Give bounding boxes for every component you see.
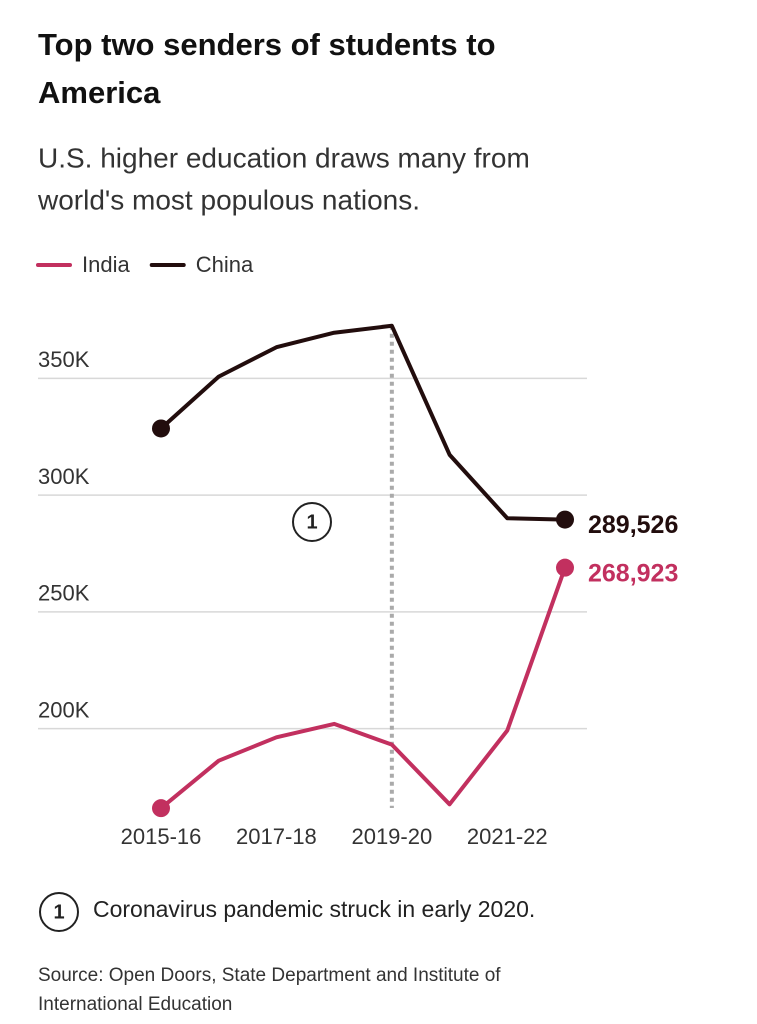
series-line xyxy=(159,567,567,810)
end-point xyxy=(556,510,574,529)
x-tick-label: 2017-18 xyxy=(236,824,317,849)
x-tick-label: 2021-22 xyxy=(467,824,548,849)
x-tick-label: 2015-16 xyxy=(121,824,202,849)
source: International Education xyxy=(38,994,232,1015)
legend-label: China xyxy=(196,252,254,277)
y-tick-label: 350K xyxy=(38,347,90,372)
note-text: Coronavirus pandemic struck in early 202… xyxy=(93,896,535,922)
end-point xyxy=(152,799,170,818)
y-tick-label: 200K xyxy=(38,697,90,722)
end-point xyxy=(152,419,170,438)
x-tick-label: 2019-20 xyxy=(351,824,432,849)
subtitle: U.S. higher education draws many from xyxy=(38,142,530,173)
end-point xyxy=(556,558,574,577)
subtitle: world's most populous nations. xyxy=(37,184,420,215)
series-line xyxy=(159,323,566,522)
chart-title: America xyxy=(38,75,161,110)
source: Source: Open Doors, State Department and… xyxy=(38,965,501,986)
y-tick-label: 250K xyxy=(38,581,90,606)
value-label: 268,923 xyxy=(588,559,678,587)
annotation-marker: 1 xyxy=(306,511,317,533)
chart-title: Top two senders of students to xyxy=(38,27,496,62)
legend-label: India xyxy=(82,252,130,277)
y-tick-label: 300K xyxy=(38,464,90,489)
value-label: 289,526 xyxy=(588,511,678,539)
note-marker-circle xyxy=(39,892,79,932)
note-marker: 1 xyxy=(53,901,64,923)
annotation-circle xyxy=(292,502,332,542)
